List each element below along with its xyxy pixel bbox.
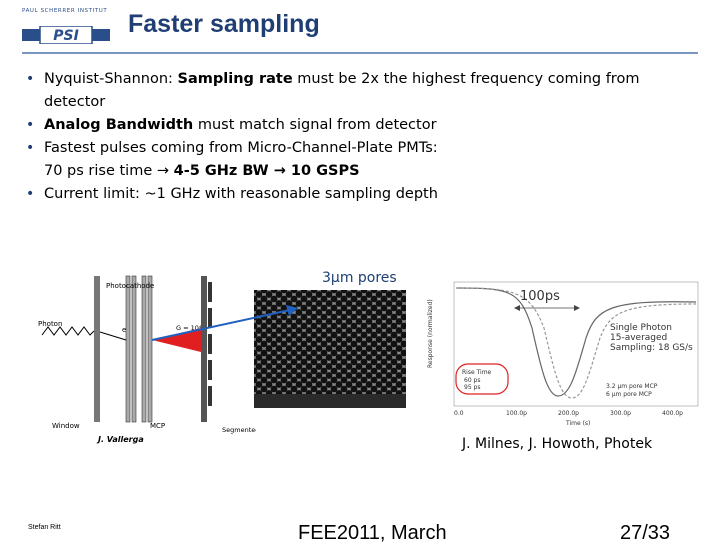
pores-micrograph bbox=[254, 290, 406, 408]
bullet-dot-icon: • bbox=[26, 186, 35, 202]
series-label-1: 3.2 µm pore MCP bbox=[606, 383, 658, 390]
rise-box-line2: 95 ps bbox=[464, 384, 480, 391]
logo-mark-text: PSI bbox=[53, 28, 79, 44]
bullet-text: must be 2x the highest frequency coming … bbox=[44, 71, 640, 110]
plot-legend-title-3: Sampling: 18 GS/s bbox=[610, 343, 693, 353]
label-electron: e bbox=[122, 326, 126, 334]
bullet-dot-icon: • bbox=[26, 71, 35, 87]
bullet-dot-icon: • bbox=[26, 117, 35, 133]
psi-logo-mark: PSI bbox=[22, 26, 110, 44]
xtick-4: 400.0p bbox=[662, 410, 683, 417]
label-photocathode: Photocathode bbox=[106, 282, 154, 290]
bullet-emphasis: Analog Bandwidth bbox=[44, 117, 194, 133]
plot-legend-title-1: Single Photon bbox=[610, 323, 672, 333]
bullet-text: Fastest pulses coming from Micro-Channel… bbox=[44, 140, 438, 156]
logo-institute-text: PAUL SCHERRER INSTITUT bbox=[22, 8, 108, 14]
title-divider bbox=[22, 52, 698, 54]
plot-legend-title-2: 15-averaged bbox=[610, 333, 667, 343]
bullet-item: • Fastest pulses coming from Micro-Channe… bbox=[26, 137, 686, 183]
label-author: J. Vallerga bbox=[96, 435, 144, 444]
bullet-dot-icon: • bbox=[26, 140, 35, 156]
label-photon: Photon bbox=[38, 320, 62, 328]
bullet-list: • Nyquist-Shannon: Sampling rate must be … bbox=[26, 68, 686, 206]
label-gain: G = 10⁴ bbox=[176, 324, 202, 332]
rise-box-title: Rise Time bbox=[462, 369, 492, 376]
xtick-3: 300.0p bbox=[610, 410, 631, 417]
bullet-item: • Current limit: ~1 GHz with reasonable s… bbox=[26, 183, 686, 206]
plot-ylabel: Response (normalized) bbox=[427, 299, 434, 368]
bullet-text: must match signal from detector bbox=[193, 117, 437, 133]
bullet-text: Current limit: ~1 GHz with reasonable sa… bbox=[44, 186, 438, 202]
bullet-text: 70 ps rise time → bbox=[44, 163, 174, 179]
rise-box-line1: 60 ps bbox=[464, 377, 480, 384]
xtick-0: 0.0 bbox=[454, 410, 464, 417]
figure-credit: J. Milnes, J. Howoth, Photek bbox=[462, 436, 653, 452]
label-mcp: MCP bbox=[150, 422, 165, 430]
slide-title: Faster sampling bbox=[128, 10, 320, 38]
footer-author: Stefan Ritt bbox=[28, 524, 61, 531]
label-window: Window bbox=[52, 422, 80, 430]
pointer-arrow bbox=[151, 305, 298, 341]
plot-100ps-label: 100ps bbox=[520, 289, 560, 304]
bullet-text: Nyquist-Shannon: bbox=[44, 71, 178, 87]
xtick-1: 100.0p bbox=[506, 410, 527, 417]
mcp-plates bbox=[125, 275, 212, 423]
footer-event: FEE2011, March bbox=[298, 522, 447, 544]
bullet-item: • Analog Bandwidth must match signal from… bbox=[26, 114, 686, 137]
bullet-emphasis: 4-5 GHz BW → 10 GSPS bbox=[173, 163, 360, 179]
plot-xlabel: Time (s) bbox=[565, 420, 590, 427]
series-label-2: 6 µm pore MCP bbox=[606, 391, 652, 398]
mcp-pmt-schematic: Photocathode Photon e G = 10⁴ Window MCP… bbox=[38, 275, 256, 444]
xtick-2: 200.0p bbox=[558, 410, 579, 417]
bullet-emphasis: Sampling rate bbox=[177, 71, 293, 87]
psi-logo: PAUL SCHERRER INSTITUT PSI bbox=[22, 8, 110, 48]
bullet-item: • Nyquist-Shannon: Sampling rate must be … bbox=[26, 68, 686, 114]
pores-label: 3µm pores bbox=[322, 270, 397, 286]
label-anodes: Segmented Anodes bbox=[222, 426, 256, 434]
response-plot: 100ps Single Photon 15-averaged Sampling… bbox=[427, 281, 699, 427]
footer-page-number: 27/33 bbox=[620, 522, 671, 544]
